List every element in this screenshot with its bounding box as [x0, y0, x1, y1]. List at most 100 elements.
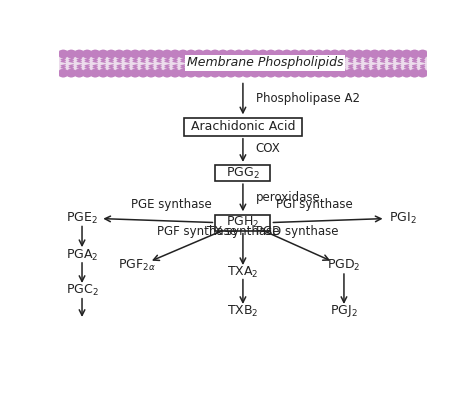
Circle shape	[195, 50, 203, 58]
Circle shape	[75, 50, 83, 58]
Circle shape	[402, 69, 411, 77]
Bar	[215, 165, 271, 181]
Circle shape	[394, 50, 403, 58]
Circle shape	[330, 50, 339, 58]
Circle shape	[115, 50, 124, 58]
Circle shape	[386, 69, 395, 77]
Circle shape	[299, 50, 307, 58]
Circle shape	[250, 69, 259, 77]
Text: PGH$_2$: PGH$_2$	[226, 215, 260, 230]
Text: Membrane Phospholipids: Membrane Phospholipids	[187, 57, 343, 69]
Circle shape	[179, 50, 187, 58]
Circle shape	[67, 50, 76, 58]
Circle shape	[314, 69, 323, 77]
Text: PGE$_2$: PGE$_2$	[66, 211, 98, 226]
Circle shape	[418, 69, 427, 77]
Text: TXA$_2$: TXA$_2$	[227, 264, 259, 279]
Circle shape	[258, 69, 267, 77]
Circle shape	[91, 69, 100, 77]
Circle shape	[163, 50, 172, 58]
Text: PGF$_{2\alpha}$: PGF$_{2\alpha}$	[118, 258, 155, 273]
Circle shape	[99, 69, 108, 77]
Circle shape	[131, 69, 139, 77]
Circle shape	[83, 50, 91, 58]
Text: TX synthase: TX synthase	[207, 225, 279, 238]
Circle shape	[146, 69, 155, 77]
Circle shape	[227, 69, 236, 77]
Circle shape	[306, 69, 315, 77]
Circle shape	[283, 50, 291, 58]
Bar	[184, 118, 301, 136]
Circle shape	[266, 50, 275, 58]
Circle shape	[219, 69, 228, 77]
Circle shape	[235, 50, 243, 58]
Circle shape	[378, 69, 387, 77]
Text: PGA$_2$: PGA$_2$	[66, 247, 98, 263]
Circle shape	[146, 50, 155, 58]
Text: Phospholipase A2: Phospholipase A2	[256, 92, 360, 105]
Bar	[215, 215, 271, 231]
Circle shape	[346, 50, 355, 58]
Circle shape	[322, 69, 331, 77]
Circle shape	[187, 50, 195, 58]
Text: peroxidase: peroxidase	[256, 191, 320, 204]
Circle shape	[91, 50, 100, 58]
Circle shape	[107, 50, 116, 58]
Text: PGF synthase: PGF synthase	[157, 225, 237, 238]
Circle shape	[139, 50, 147, 58]
Circle shape	[123, 69, 132, 77]
Circle shape	[171, 69, 180, 77]
Circle shape	[67, 69, 76, 77]
Circle shape	[402, 50, 411, 58]
Circle shape	[338, 69, 347, 77]
Text: Arachidonic Acid: Arachidonic Acid	[191, 120, 295, 134]
Circle shape	[314, 50, 323, 58]
Circle shape	[243, 50, 251, 58]
Circle shape	[299, 69, 307, 77]
Circle shape	[210, 69, 219, 77]
Circle shape	[123, 50, 132, 58]
Text: PGI$_2$: PGI$_2$	[389, 211, 417, 226]
Circle shape	[378, 50, 387, 58]
Text: PGJ$_2$: PGJ$_2$	[330, 303, 358, 319]
Text: PGG$_2$: PGG$_2$	[226, 166, 260, 181]
Circle shape	[283, 69, 291, 77]
Circle shape	[187, 69, 195, 77]
Circle shape	[139, 69, 147, 77]
Circle shape	[75, 69, 83, 77]
Text: TXB$_2$: TXB$_2$	[227, 304, 259, 319]
Text: COX: COX	[256, 142, 281, 155]
Circle shape	[210, 50, 219, 58]
Circle shape	[322, 50, 331, 58]
Circle shape	[354, 50, 363, 58]
Circle shape	[155, 69, 164, 77]
Text: PGI synthase: PGI synthase	[276, 198, 353, 211]
Circle shape	[258, 50, 267, 58]
Circle shape	[362, 50, 371, 58]
Circle shape	[354, 69, 363, 77]
Circle shape	[227, 50, 236, 58]
Circle shape	[410, 50, 419, 58]
Circle shape	[243, 69, 251, 77]
Circle shape	[171, 50, 180, 58]
Circle shape	[195, 69, 203, 77]
Circle shape	[179, 69, 187, 77]
Circle shape	[250, 50, 259, 58]
Text: PGD synthase: PGD synthase	[256, 225, 338, 238]
Circle shape	[291, 50, 299, 58]
Circle shape	[394, 69, 403, 77]
Bar	[59, 50, 427, 77]
Text: PGC$_2$: PGC$_2$	[66, 283, 99, 298]
Circle shape	[59, 69, 68, 77]
Circle shape	[274, 69, 283, 77]
Circle shape	[202, 50, 211, 58]
Circle shape	[306, 50, 315, 58]
Circle shape	[362, 69, 371, 77]
Circle shape	[83, 69, 91, 77]
Circle shape	[115, 69, 124, 77]
Text: PGD$_2$: PGD$_2$	[327, 258, 361, 273]
Text: PGE synthase: PGE synthase	[131, 198, 212, 211]
Circle shape	[418, 50, 427, 58]
Circle shape	[338, 50, 347, 58]
Circle shape	[99, 50, 108, 58]
